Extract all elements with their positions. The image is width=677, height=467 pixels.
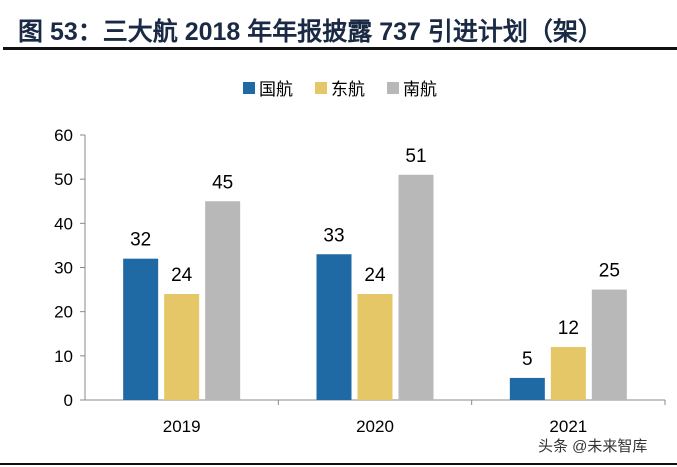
legend-label: 东航 (331, 80, 365, 99)
bar-2020-2 (398, 174, 434, 400)
x-tick-label: 2020 (356, 417, 394, 436)
y-tick-label: 30 (54, 259, 73, 278)
figure-title: 图 53：三大航 2018 年年报披露 737 引进计划（架） (18, 18, 603, 46)
bottom-divider (0, 463, 677, 465)
data-label: 45 (212, 172, 233, 193)
bar-2019-2 (205, 201, 241, 400)
bar-2021-2 (591, 289, 627, 400)
data-label: 24 (364, 265, 386, 286)
watermark: 头条 @未来智库 (538, 438, 648, 455)
legend-label: 南航 (403, 80, 437, 99)
bar-2021-1 (550, 347, 586, 400)
data-label: 51 (405, 146, 426, 167)
bar-2019-0 (123, 258, 159, 400)
legend-swatch (387, 82, 399, 94)
y-tick-label: 0 (64, 391, 73, 410)
legend-swatch (243, 82, 255, 94)
legend-label: 国航 (259, 80, 293, 99)
bar-2020-1 (357, 294, 393, 400)
y-tick-label: 20 (54, 303, 73, 322)
legend-swatch (315, 82, 327, 94)
y-tick-label: 40 (54, 214, 73, 233)
y-tick-label: 60 (54, 126, 73, 145)
data-label: 24 (171, 265, 193, 286)
x-tick-label: 2019 (163, 417, 201, 436)
data-label: 33 (323, 225, 344, 246)
x-tick-label: 2021 (549, 417, 587, 436)
title-divider (3, 47, 677, 50)
y-tick-label: 10 (54, 347, 73, 366)
bar-2020-0 (316, 254, 352, 400)
bar-2019-1 (164, 294, 200, 400)
bar-2021-0 (509, 377, 545, 400)
data-label: 25 (599, 261, 620, 282)
data-label: 32 (130, 230, 151, 251)
data-label: 5 (522, 349, 533, 370)
y-tick-label: 50 (54, 170, 73, 189)
data-label: 12 (558, 318, 579, 339)
